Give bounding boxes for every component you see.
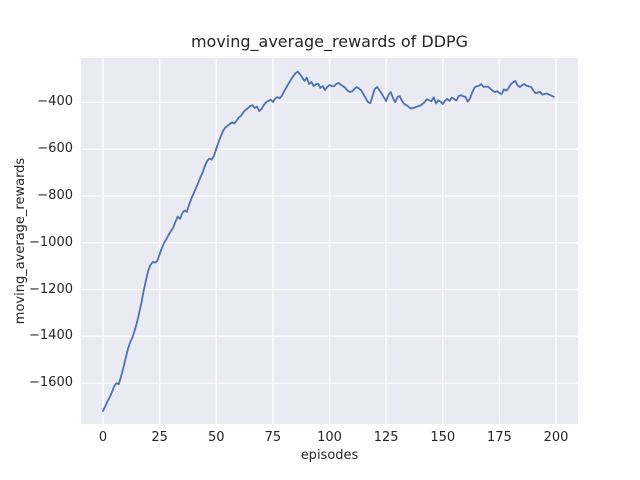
y-tick-label: −800 [37, 187, 73, 203]
y-tick-label: −400 [37, 94, 73, 110]
x-tick-label: 25 [151, 430, 168, 445]
x-tick-label: 75 [264, 430, 282, 445]
x-tick-label: 175 [486, 430, 512, 445]
x-tick-label: 50 [207, 430, 225, 445]
chart-title: moving_average_rewards of DDPG [190, 32, 469, 51]
x-tick-label: 125 [373, 430, 399, 445]
y-tick-label: −1000 [29, 234, 73, 250]
y-tick-label: −1600 [29, 375, 73, 391]
y-tick-label: −600 [37, 141, 73, 157]
x-tick-label: 100 [317, 430, 342, 445]
x-tick-label: 0 [98, 430, 108, 445]
x-tick-label: 200 [543, 430, 569, 445]
y-tick-label: −1200 [29, 281, 73, 297]
series-line-moving_average_rewards [102, 70, 555, 413]
x-tick-label: 150 [430, 430, 456, 445]
y-tick-label: −1400 [29, 328, 73, 344]
x-axis-label: episodes [300, 448, 359, 463]
